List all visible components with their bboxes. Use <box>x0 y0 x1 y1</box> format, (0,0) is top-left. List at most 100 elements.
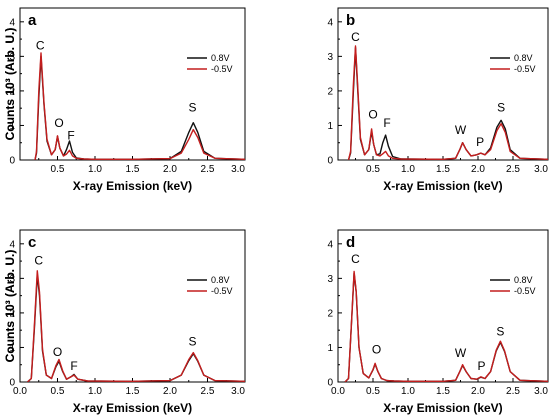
y-tick-label: 0 <box>327 156 333 167</box>
y-axis-label: Counts 10³ (Arb. U.) <box>3 28 17 141</box>
legend-entry: -0.5V <box>211 286 233 296</box>
y-tick-label: 3 <box>9 52 15 63</box>
x-tick-label: 0.0 <box>331 386 345 397</box>
peak-label: C <box>351 252 360 266</box>
legend-entry: 0.8V <box>211 53 230 63</box>
y-tick-label: 2 <box>9 308 15 319</box>
y-tick-label: 0 <box>9 378 15 389</box>
y-tick-label: 4 <box>327 239 333 250</box>
series-line-negative <box>27 270 245 382</box>
x-tick-label: 1.5 <box>126 164 140 175</box>
x-tick-label: 1.5 <box>436 164 450 175</box>
y-tick-label: 2 <box>327 308 333 319</box>
x-tick-label: 2.0 <box>163 164 177 175</box>
y-axis-label: Counts 10³ (Arb. U.) <box>3 250 17 363</box>
y-tick-label: 1 <box>327 121 333 132</box>
peak-label: S <box>188 101 196 115</box>
peak-label: C <box>351 30 360 44</box>
x-tick-label: 1.5 <box>126 386 140 397</box>
legend-entry: -0.5V <box>514 286 536 296</box>
series-line-negative <box>347 45 548 160</box>
y-tick-label: 4 <box>327 17 333 28</box>
x-tick-label: 3.0 <box>534 164 548 175</box>
x-tick-label: 1.0 <box>401 164 415 175</box>
legend: 0.8V-0.5V <box>490 53 536 74</box>
peak-label: P <box>477 359 485 373</box>
y-tick-label: 0 <box>9 156 15 167</box>
x-tick-label: 3.0 <box>231 164 245 175</box>
x-tick-label: 3.0 <box>534 386 548 397</box>
y-tick-label: 1 <box>9 121 15 132</box>
panel-c: 0 1 2 3 4 0.0 0.5 1.0 1.5 2.0 2.5 3.0 X-ray Emission… <box>3 229 246 415</box>
peak-label: F <box>67 128 74 142</box>
y-tick-label: 3 <box>9 274 15 285</box>
legend: 0.8V-0.5V <box>187 275 233 296</box>
plot-frame <box>337 7 549 161</box>
peak-label: C <box>34 254 43 268</box>
x-tick-label: 2.5 <box>201 386 215 397</box>
legend-entry: 0.8V <box>514 53 533 63</box>
x-axis-label: X-ray Emission (keV) <box>383 179 502 193</box>
y-tick-label: 2 <box>327 86 333 97</box>
series-line-negative <box>344 270 548 382</box>
legend: 0.8V-0.5V <box>187 53 233 74</box>
x-tick-label: 0.5 <box>51 164 65 175</box>
y-axis-label: Counts 10³ (Arb. U.) <box>3 28 17 141</box>
panel-letter: a <box>28 12 37 29</box>
peak-label: W <box>455 123 467 137</box>
plot-frame <box>337 229 549 383</box>
peak-label: S <box>497 101 505 115</box>
x-tick-label: 2.5 <box>201 164 215 175</box>
peak-label: S <box>188 335 196 349</box>
legend-entry: 0.8V <box>211 275 230 285</box>
plot-frame <box>19 229 246 383</box>
y-tick-label: 4 <box>9 17 15 28</box>
x-tick-label: 1.0 <box>88 386 102 397</box>
peak-label: O <box>53 345 62 359</box>
x-axis-label: X-ray Emission (keV) <box>383 401 502 415</box>
peak-label: O <box>372 343 381 357</box>
x-tick-label: 0.5 <box>366 164 380 175</box>
panel-letter: c <box>28 234 36 251</box>
legend-entry: 0.8V <box>514 275 533 285</box>
x-tick-label: 1.0 <box>88 164 102 175</box>
y-tick-label: 1 <box>327 343 333 354</box>
y-tick-label: 1 <box>9 343 15 354</box>
x-tick-label: 2.5 <box>506 164 520 175</box>
y-tick-label: 4 <box>9 239 15 250</box>
y-tick-label: 0 <box>327 378 333 389</box>
x-tick-label: 2.5 <box>506 386 520 397</box>
y-axis-label: Counts 10³ (Arb. U.) <box>3 250 17 363</box>
legend: 0.8V-0.5V <box>490 275 536 296</box>
x-tick-label: 0.5 <box>366 386 380 397</box>
y-tick-label: 3 <box>327 274 333 285</box>
x-axis-label: X-ray Emission (keV) <box>73 401 192 415</box>
x-axis-label: X-ray Emission (keV) <box>73 179 192 193</box>
peak-label: P <box>476 135 484 149</box>
peak-label: O <box>368 108 377 122</box>
x-tick-label: 3.0 <box>231 386 245 397</box>
panel-a: 0 1 2 3 4 0.5 1.0 1.5 2.0 2.5 3.0 X-ray Emission (k… <box>3 7 246 193</box>
x-tick-label: 2.0 <box>471 164 485 175</box>
x-tick-label: 2.0 <box>163 386 177 397</box>
legend-entry: -0.5V <box>211 64 233 74</box>
plot-frame <box>19 7 246 161</box>
peak-label: F <box>383 116 390 130</box>
y-tick-label: 2 <box>9 86 15 97</box>
panel-letter: b <box>346 12 355 29</box>
peak-label: F <box>70 359 77 373</box>
peak-label: C <box>36 38 45 52</box>
peak-label: W <box>455 346 467 360</box>
peak-label: O <box>54 116 63 130</box>
peak-label: S <box>496 324 504 338</box>
x-tick-label: 2.0 <box>471 386 485 397</box>
panel-letter: d <box>346 234 355 251</box>
legend-entry: -0.5V <box>514 64 536 74</box>
x-tick-label: 0.5 <box>51 386 65 397</box>
x-tick-label: 1.5 <box>436 386 450 397</box>
x-tick-label: 1.0 <box>401 386 415 397</box>
panel-d: 0 1 2 3 4 0.0 0.5 1.0 1.5 2.0 2.5 3.0 X-ray Emission… <box>3 229 549 415</box>
x-tick-label: 0.0 <box>13 386 27 397</box>
panel-b: 0 1 2 3 4 0.5 1.0 1.5 2.0 2.5 3.0 X-ray Emission (k… <box>3 7 549 193</box>
